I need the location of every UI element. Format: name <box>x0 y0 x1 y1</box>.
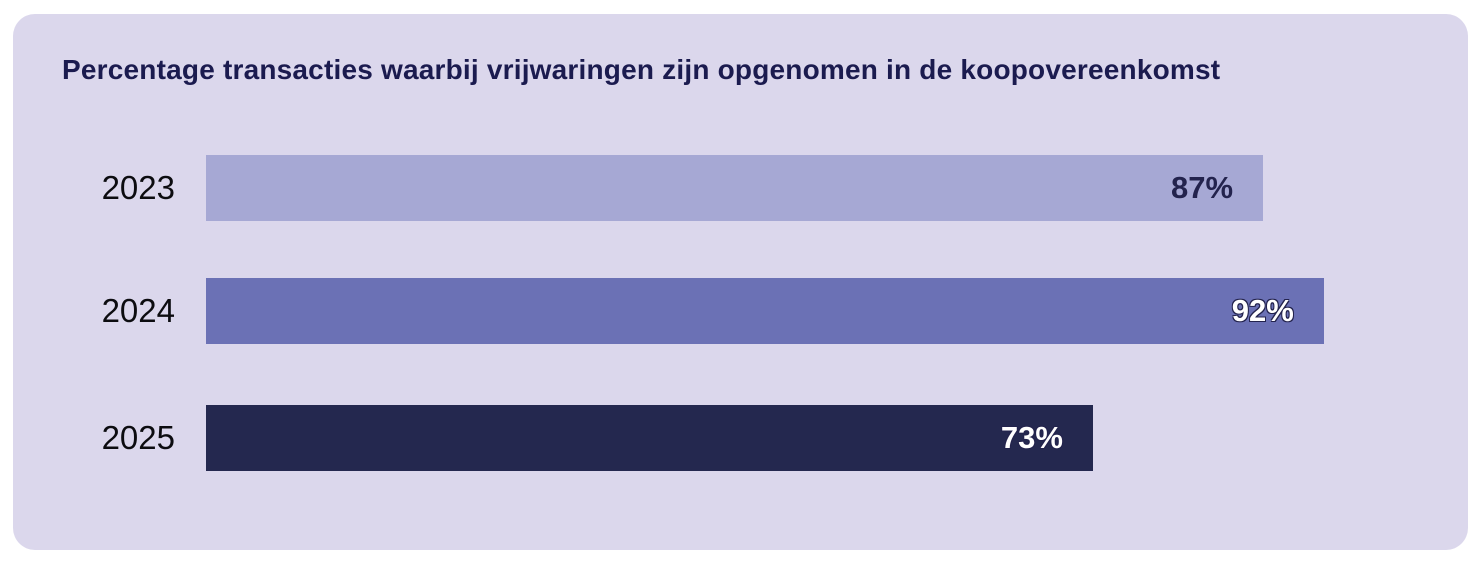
chart-title: Percentage transacties waarbij vrijwarin… <box>62 54 1221 85</box>
bar-track-2024: 92% <box>206 278 1421 344</box>
category-label-2025: 2025 <box>101 419 175 456</box>
category-label-2023: 2023 <box>101 169 175 206</box>
bar-2023: 87% <box>206 155 1264 221</box>
bar-chart: 2023 87% 2024 92% 2025 73% <box>13 14 1468 550</box>
bar-2024: 92% <box>206 278 1324 344</box>
bar-row-2023: 2023 87% <box>13 155 1468 221</box>
bar-track-2025: 73% <box>206 405 1421 471</box>
category-label-2024: 2024 <box>101 292 175 329</box>
value-label-2025: 73% <box>1000 420 1063 455</box>
bar-row-2024: 2024 92% <box>13 278 1468 344</box>
value-label-2024: 92% <box>1231 293 1294 328</box>
bar-row-2025: 2025 73% <box>13 405 1468 471</box>
value-label-2023: 87% <box>1171 170 1234 205</box>
bar-2025: 73% <box>206 405 1093 471</box>
bar-track-2023: 87% <box>206 155 1421 221</box>
chart-card: Percentage transacties waarbij vrijwarin… <box>13 14 1468 550</box>
